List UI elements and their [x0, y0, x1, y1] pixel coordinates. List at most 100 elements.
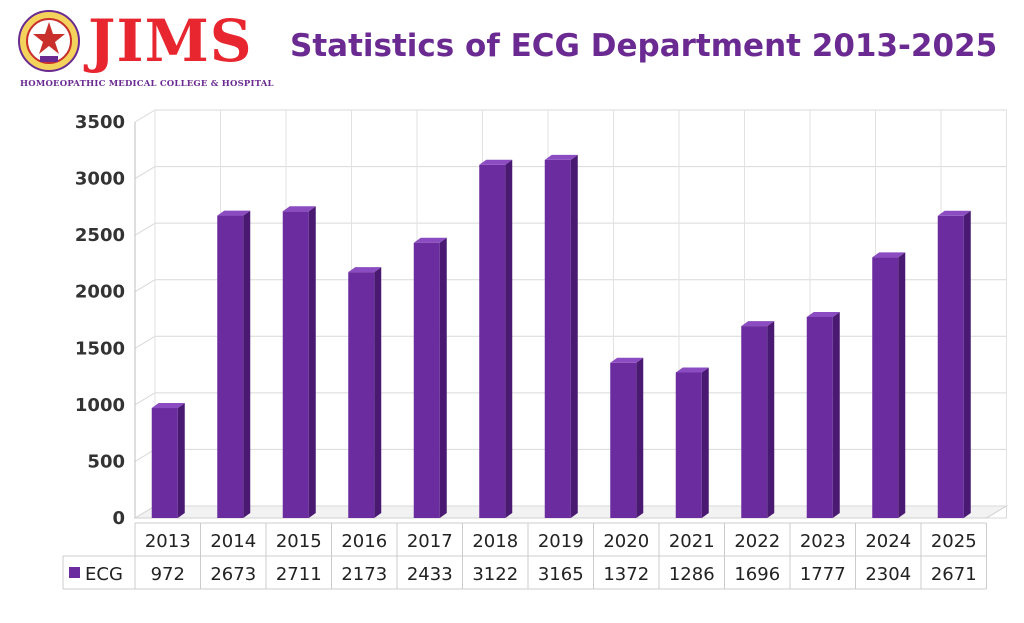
bar-front	[610, 362, 637, 518]
bar-front	[217, 215, 244, 518]
bar-2024	[872, 252, 906, 519]
bar-top	[872, 252, 906, 258]
data-label: 2711	[276, 564, 322, 585]
bar-2025	[937, 210, 971, 519]
bar-side	[374, 267, 382, 518]
x-tick-label: 2018	[472, 531, 518, 552]
bar-2021	[675, 367, 709, 518]
bar-2022	[741, 321, 775, 518]
y-tick-label: 0	[112, 508, 125, 529]
brand-name: JIMS	[88, 7, 253, 75]
x-tick-label: 2019	[538, 531, 584, 552]
chart-title: Statistics of ECG Department 2013-2025	[290, 28, 998, 64]
data-label: 1696	[734, 564, 780, 585]
gridline-side	[134, 166, 156, 180]
data-label: 2673	[210, 564, 256, 585]
data-label: 2433	[407, 564, 453, 585]
data-label: 3122	[472, 564, 518, 585]
gridline-side	[134, 448, 156, 462]
bar-top	[282, 206, 316, 212]
bar-side	[636, 357, 644, 518]
x-tick-label: 2015	[276, 531, 322, 552]
gridline-side	[134, 392, 156, 406]
bar-top	[217, 210, 251, 216]
bar-top	[741, 321, 775, 327]
bar-front	[413, 242, 440, 518]
y-tick-label: 1000	[75, 395, 125, 416]
gridline-side	[134, 279, 156, 293]
bar-2015	[282, 206, 316, 518]
bar-top	[479, 159, 513, 165]
bar-top	[348, 267, 382, 273]
x-tick-label: 2021	[669, 531, 715, 552]
brand-tagline: HOMOEOPATHIC MEDICAL COLLEGE & HOSPITAL	[20, 79, 274, 89]
data-label: 3165	[538, 564, 584, 585]
x-tick-label: 2022	[734, 531, 780, 552]
bar-side	[439, 237, 447, 518]
y-tick-label: 3000	[75, 169, 125, 190]
series-name: ECG	[85, 564, 123, 585]
y-axis: 0 500 1000 1500 2000 2500 3000 3500	[75, 112, 125, 529]
y-tick-label: 3500	[75, 112, 125, 133]
bar-front	[937, 215, 964, 519]
y-tick-label: 1500	[75, 338, 125, 359]
header: JIMS HOMOEOPATHIC MEDICAL COLLEGE & HOSP…	[0, 0, 1024, 100]
bar-front	[348, 272, 375, 518]
bar-front	[479, 164, 506, 518]
data-label: 2671	[931, 564, 977, 585]
gridline-side	[134, 222, 156, 236]
bar-top	[413, 237, 447, 243]
x-tick-label: 2014	[210, 531, 256, 552]
x-tick-label: 2024	[865, 531, 911, 552]
bar-2014	[217, 210, 251, 518]
bar-side	[832, 311, 840, 518]
bar-2020	[610, 357, 644, 518]
bar-side	[898, 252, 906, 519]
y-tick-label: 2000	[75, 282, 125, 303]
bar-top	[675, 367, 709, 373]
data-table: 2013 2014 2015 2016 2017 2018 2019 2020 2021 2022…	[62, 522, 987, 590]
bar-top	[610, 357, 644, 363]
bar-side	[243, 210, 251, 518]
data-label: 1777	[800, 564, 846, 585]
bar-side	[177, 403, 185, 518]
bar-2016	[348, 267, 382, 518]
bar-front	[741, 326, 768, 518]
bar-front	[872, 257, 899, 518]
x-tick-label: 2017	[407, 531, 453, 552]
bar-side	[570, 154, 578, 518]
bar-front	[282, 211, 309, 518]
bar-2017	[413, 237, 447, 518]
x-tick-label: 2016	[341, 531, 387, 552]
bars	[151, 154, 971, 519]
bar-front	[151, 408, 178, 518]
y-tick-label: 2500	[75, 225, 125, 246]
data-label: 972	[151, 564, 185, 585]
x-tick-label: 2023	[800, 531, 846, 552]
college-seal-logo	[18, 10, 80, 72]
bar-top	[151, 403, 185, 409]
legend-swatch	[69, 567, 80, 578]
x-tick-label: 2025	[931, 531, 977, 552]
bar-2018	[479, 159, 513, 518]
data-label: 2173	[341, 564, 387, 585]
bar-front	[806, 316, 833, 518]
bar-side	[308, 206, 316, 518]
data-label: 2304	[865, 564, 911, 585]
data-label: 1372	[603, 564, 649, 585]
x-tick-label: 2013	[145, 531, 191, 552]
bar-front	[675, 372, 702, 518]
bar-2023	[806, 311, 840, 518]
bar-top	[544, 154, 578, 160]
x-tick-label: 2020	[603, 531, 649, 552]
bar-side	[701, 367, 709, 518]
bar-2019	[544, 154, 578, 518]
bar-side	[505, 159, 513, 518]
gridline-side	[134, 109, 156, 123]
bar-front	[544, 159, 571, 518]
bar-top	[806, 311, 840, 317]
gridline-side	[134, 335, 156, 349]
gridline-side	[134, 505, 156, 519]
bar-side	[767, 321, 775, 518]
